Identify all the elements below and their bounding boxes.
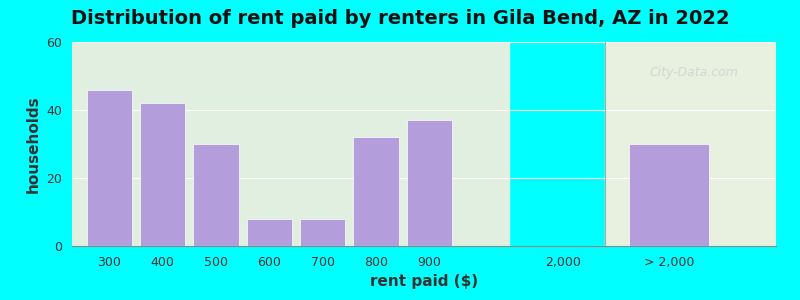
Bar (246, 219, 292, 246)
Bar (300, 219, 346, 246)
Bar (194, 144, 238, 246)
Bar (72, 42, 510, 246)
Bar (354, 137, 398, 246)
Bar (606, 42, 776, 246)
X-axis label: rent paid ($): rent paid ($) (370, 274, 478, 289)
Bar (630, 144, 710, 246)
Bar (86, 90, 132, 246)
Y-axis label: households: households (26, 95, 41, 193)
Text: City-Data.com: City-Data.com (650, 67, 738, 80)
Bar (406, 120, 452, 246)
Text: Distribution of rent paid by renters in Gila Bend, AZ in 2022: Distribution of rent paid by renters in … (70, 9, 730, 28)
Bar (140, 103, 186, 246)
